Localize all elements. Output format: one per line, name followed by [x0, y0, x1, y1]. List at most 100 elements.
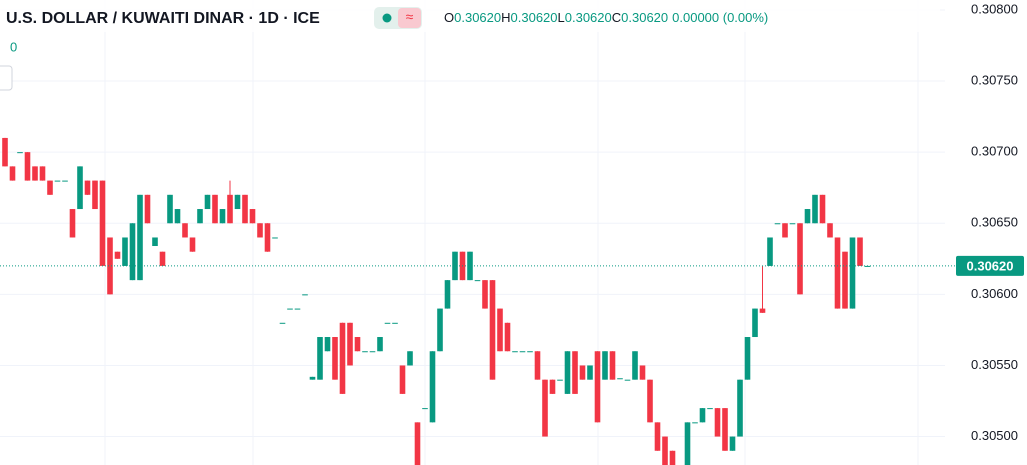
candle-body — [542, 379, 548, 437]
candle-body — [92, 180, 98, 210]
candle-body — [819, 194, 826, 224]
candle-body — [467, 251, 473, 281]
candle-body — [264, 223, 271, 252]
candle-body — [834, 237, 841, 309]
candle-body — [332, 337, 338, 380]
candle-body — [99, 180, 106, 266]
y-tick-label: 0.30600 — [971, 286, 1018, 301]
candle-body — [414, 422, 421, 465]
collapse-button[interactable] — [0, 65, 13, 91]
candle-body — [32, 166, 38, 181]
candle-body — [354, 337, 361, 352]
candle-body — [114, 251, 121, 259]
candle-body — [204, 194, 211, 210]
ohlc-legend: O0.30620H0.30620L0.30620C0.30620 0.00000 … — [444, 10, 768, 25]
candle-body — [437, 308, 443, 352]
candle-body — [39, 166, 46, 181]
candle-body — [452, 251, 458, 281]
ohlc-value: 0.30620 — [565, 10, 612, 25]
candle-body — [527, 351, 533, 353]
y-tick-label: 0.30750 — [971, 72, 1018, 87]
candle-body — [302, 294, 308, 296]
last-price-label: 0.30620 — [967, 258, 1014, 273]
ohlc-text: O0.30620H0.30620L0.30620C0.30620 0.00000 … — [444, 10, 768, 25]
candle-body — [504, 322, 511, 352]
candle-body — [669, 450, 676, 465]
y-tick-label: 0.30700 — [971, 144, 1018, 159]
candle-body — [699, 408, 706, 423]
candle-body — [684, 422, 691, 465]
candle-body — [549, 379, 556, 394]
candle-body — [129, 223, 136, 281]
candle-body — [339, 322, 346, 394]
candle-body — [707, 408, 713, 410]
candle-body — [842, 251, 848, 309]
candle-body — [324, 337, 331, 352]
candle-body — [399, 365, 406, 394]
candle-body — [767, 237, 773, 266]
candles — [2, 137, 871, 465]
candle-body — [654, 422, 661, 451]
ohlc-value: 0.30620 — [454, 10, 501, 25]
candle-body — [692, 422, 698, 424]
candle-body — [69, 209, 76, 238]
candle-body — [107, 237, 113, 295]
candle-body — [347, 322, 353, 366]
candle-body — [804, 209, 811, 224]
candle-body — [759, 308, 766, 313]
candle-body — [474, 280, 481, 282]
candle-body — [2, 137, 8, 167]
candle-body — [662, 436, 668, 465]
candle-body — [47, 180, 53, 195]
candle-body — [174, 209, 181, 224]
ohlc-key: H — [501, 10, 510, 25]
candle-body — [279, 322, 286, 324]
candle-body — [9, 166, 16, 181]
candle-body — [639, 365, 646, 380]
candle-body — [24, 152, 31, 181]
candle-body — [294, 308, 301, 310]
candle-body — [714, 408, 721, 437]
candle-body — [182, 223, 188, 238]
candle-body — [384, 322, 391, 324]
change: 0.00000 (0.00%) — [672, 10, 768, 25]
y-tick-label: 0.30550 — [971, 357, 1018, 372]
candle-body — [377, 337, 383, 352]
candle-body — [797, 223, 803, 295]
delayed-icon: ≈ — [406, 9, 414, 25]
candle-body — [77, 166, 83, 210]
candle-body — [572, 351, 578, 394]
candle-body — [737, 379, 743, 437]
candle-body — [752, 308, 758, 338]
indicator-value: 0 — [10, 39, 17, 54]
candle-body — [62, 180, 68, 182]
candle-body — [849, 237, 856, 309]
candle-body — [729, 436, 736, 451]
candle-body — [624, 379, 631, 381]
candle-body — [609, 351, 616, 380]
ohlc-key: L — [558, 10, 565, 25]
candle-body — [827, 223, 833, 238]
candle-body — [444, 280, 451, 309]
candle-body — [587, 365, 593, 380]
candle-body — [212, 194, 218, 224]
candle-body — [489, 280, 496, 380]
candle-body — [84, 180, 91, 195]
delayed-badge — [398, 8, 421, 28]
candle-body — [744, 337, 751, 380]
ohlc-key: C — [612, 10, 621, 25]
candle-body — [722, 408, 728, 451]
candle-body — [647, 379, 653, 423]
candle-body — [159, 251, 166, 266]
candle-body — [789, 223, 796, 225]
candle-body — [362, 351, 368, 353]
candle-body — [774, 223, 781, 225]
candle-body — [122, 237, 128, 266]
candle-body — [272, 237, 278, 239]
candle-body — [534, 351, 541, 380]
candle-body — [429, 351, 436, 423]
candle-body — [812, 194, 818, 224]
candle-body — [392, 322, 398, 324]
